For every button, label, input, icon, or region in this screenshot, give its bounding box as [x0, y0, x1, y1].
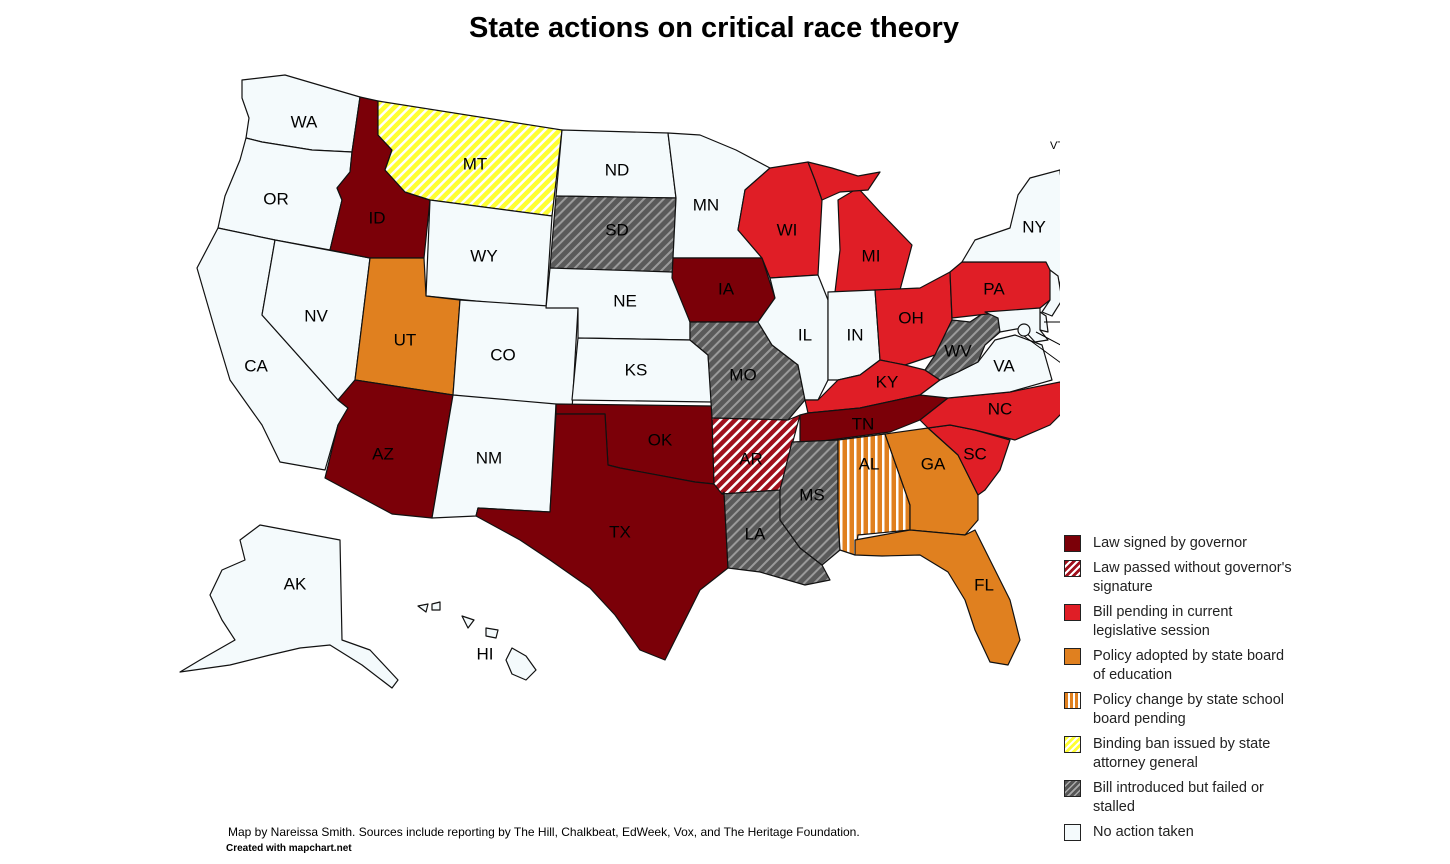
- state-label-ky: KY: [876, 372, 899, 391]
- legend-item-bill-pending: Bill pending in current legislative sess…: [1064, 603, 1444, 641]
- legend-label: No action taken: [1093, 824, 1194, 840]
- legend-swatch: [1064, 780, 1081, 797]
- legend-swatch: [1064, 824, 1081, 841]
- legend-label: Bill introduced but failed or stalled: [1093, 780, 1264, 815]
- state-dc: [1017, 323, 1031, 337]
- state-label-ut: UT: [394, 330, 417, 349]
- legend: Law signed by governor Law passed without…: [1064, 534, 1444, 848]
- legend-label: Policy adopted by state board of educati…: [1093, 648, 1285, 683]
- state-wv: [924, 311, 1001, 381]
- state-label-ny: NY: [1022, 217, 1046, 236]
- legend-swatch: [1064, 692, 1081, 709]
- state-hi: [505, 647, 537, 681]
- state-label-mt: MT: [463, 154, 488, 173]
- state-label-vt: VT: [1050, 140, 1060, 152]
- state-label-fl: FL: [974, 575, 994, 594]
- state-tx: [475, 413, 729, 661]
- legend-label: Law passed without governor's signature: [1093, 560, 1292, 595]
- legend-item-failed: Bill introduced but failed or stalled: [1064, 779, 1444, 817]
- state-label-ar: AR: [739, 449, 763, 468]
- state-label-wy: WY: [470, 246, 497, 265]
- state-label-ks: KS: [625, 360, 648, 379]
- state-label-nd: ND: [605, 160, 630, 179]
- state-label-ca: CA: [244, 356, 268, 375]
- mapchart-credit: Created with mapchart.net: [226, 843, 352, 854]
- state-mt: [377, 100, 563, 217]
- state-label-nm: NM: [476, 448, 502, 467]
- state-label-al: AL: [859, 454, 880, 473]
- state-label-tn: TN: [852, 414, 875, 433]
- state-nj: [1041, 269, 1060, 317]
- legend-label: Bill pending in current legislative sess…: [1093, 604, 1233, 639]
- state-fl: [854, 529, 1021, 666]
- state-label-hi: HI: [477, 644, 494, 663]
- legend-swatch: [1064, 736, 1081, 753]
- state-ak: [179, 524, 399, 689]
- state-label-mn: MN: [693, 195, 719, 214]
- state-label-ne: NE: [613, 291, 637, 310]
- state-label-az: AZ: [372, 444, 394, 463]
- state-label-tx: TX: [609, 522, 631, 541]
- legend-item-law-signed: Law signed by governor: [1064, 534, 1444, 553]
- legend-label: Policy change by state school board pend…: [1093, 692, 1285, 727]
- state-label-in: IN: [847, 325, 864, 344]
- state-label-sd: SD: [605, 220, 629, 239]
- legend-label: Binding ban issued by state attorney gen…: [1093, 736, 1271, 771]
- state-label-ms: MS: [799, 485, 825, 504]
- map-title: State actions on critical race theory: [469, 12, 959, 44]
- legend-item-none: No action taken: [1064, 823, 1444, 842]
- legend-item-policy-adopted: Policy adopted by state board of educati…: [1064, 647, 1444, 685]
- state-label-sc: SC: [963, 444, 987, 463]
- legend-item-policy-pending: Policy change by state school board pend…: [1064, 691, 1444, 729]
- legend-swatch: [1064, 648, 1081, 665]
- state-label-mo: MO: [729, 365, 756, 384]
- state-label-nc: NC: [988, 399, 1013, 418]
- state-label-wi: WI: [777, 220, 798, 239]
- map-credit: Map by Nareissa Smith. Sources include r…: [228, 825, 860, 839]
- state-label-or: OR: [263, 189, 289, 208]
- state-md: [984, 307, 1049, 343]
- state-label-co: CO: [490, 345, 516, 364]
- state-mi: [834, 187, 913, 293]
- state-label-ok: OK: [648, 430, 673, 449]
- us-map: WA OR CA NV ID MT WY UT AZ CO NM ND SD NE KS OK TX MN IA MO…: [179, 74, 1060, 689]
- legend-item-law-no-signature: Law passed without governor's signature: [1064, 559, 1444, 597]
- state-label-la: LA: [745, 524, 766, 543]
- state-label-ga: GA: [921, 454, 946, 473]
- state-label-wa: WA: [291, 112, 318, 131]
- state-label-il: IL: [798, 325, 812, 344]
- state-wi: [737, 161, 823, 279]
- legend-item-ag-ban: Binding ban issued by state attorney gen…: [1064, 735, 1444, 773]
- legend-swatch: [1064, 560, 1081, 577]
- state-label-ia: IA: [718, 279, 735, 298]
- legend-swatch: [1064, 535, 1081, 552]
- state-hi-islands: [417, 601, 499, 639]
- state-label-ak: AK: [284, 574, 307, 593]
- state-label-pa: PA: [983, 279, 1005, 298]
- state-mi-upper: [807, 161, 881, 201]
- state-label-id: ID: [369, 208, 386, 227]
- state-label-va: VA: [993, 356, 1015, 375]
- state-ny: [961, 169, 1060, 293]
- state-label-oh: OH: [898, 308, 924, 327]
- state-label-nv: NV: [304, 306, 328, 325]
- legend-swatch: [1064, 604, 1081, 621]
- state-label-mi: MI: [862, 246, 881, 265]
- legend-label: Law signed by governor: [1093, 535, 1247, 551]
- state-label-wv: WV: [944, 341, 972, 360]
